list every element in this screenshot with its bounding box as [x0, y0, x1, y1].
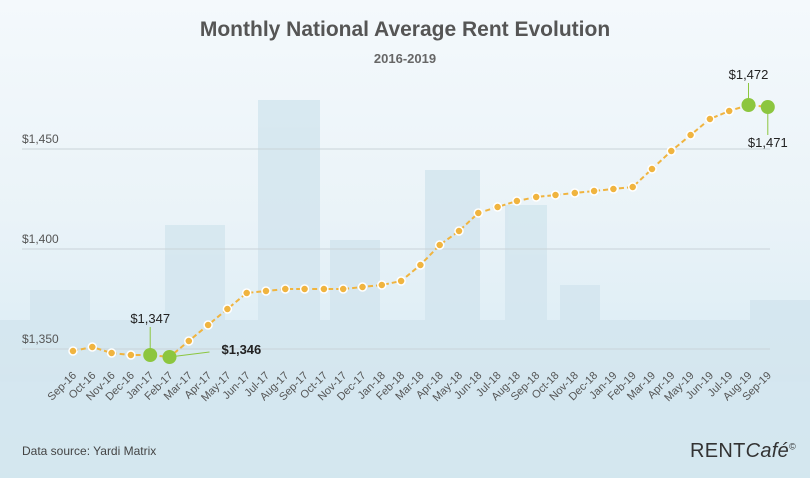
data-point: [608, 184, 619, 194]
highlight-label: $1,347: [130, 311, 170, 326]
rentcafe-logo[interactable]: RENTCafé©: [690, 440, 796, 463]
data-point: [377, 280, 387, 290]
data-point: [261, 286, 271, 296]
data-point: [550, 190, 561, 200]
data-point: [68, 346, 78, 356]
data-point: [184, 336, 194, 346]
data-point: [454, 226, 464, 236]
logo-cafe: Café: [745, 440, 790, 462]
highlight-label: $1,346: [222, 342, 262, 357]
highlight-point: [760, 100, 775, 114]
data-point: [357, 282, 368, 292]
data-point: [319, 284, 329, 294]
data-point: [415, 260, 426, 270]
y-tick-label: $1,450: [22, 132, 59, 146]
data-point: [492, 202, 503, 212]
data-point: [106, 348, 117, 358]
chart-title: Monthly National Average Rent Evolution: [199, 18, 611, 41]
data-point: [627, 182, 638, 192]
highlight-point: [741, 98, 756, 112]
data-point: [724, 106, 734, 116]
data-point: [666, 146, 677, 156]
data-point: [241, 288, 252, 298]
data-point: [396, 276, 406, 286]
logo-rent: RENT: [689, 440, 746, 462]
annotations: $1,347 $1,346 $1,472 $1,471: [130, 67, 788, 364]
data-point: [570, 188, 580, 198]
data-points: [68, 106, 734, 360]
data-point: [512, 196, 522, 206]
chart-subtitle: 2016-2019: [373, 51, 437, 66]
data-point: [434, 240, 445, 250]
data-point: [203, 320, 213, 330]
logo-reg: ©: [789, 441, 796, 452]
data-point: [647, 164, 657, 174]
highlight-point: [143, 348, 158, 362]
highlight-label: $1,471: [748, 135, 788, 150]
data-point: [531, 192, 541, 202]
data-point: [222, 304, 233, 314]
y-tick-label: $1,400: [22, 232, 59, 246]
data-point: [299, 284, 310, 294]
data-source: Data source: Yardi Matrix: [22, 444, 157, 458]
data-point: [589, 186, 599, 196]
y-tick-label: $1,350: [22, 332, 59, 346]
highlight-point: [162, 350, 177, 364]
data-point: [685, 130, 696, 140]
data-point: [705, 114, 715, 124]
data-point: [87, 342, 98, 352]
data-point: [280, 284, 291, 294]
data-point: [126, 350, 136, 360]
data-point: [473, 208, 484, 218]
skyline-background: [0, 100, 810, 478]
y-axis: $1,350 $1,400 $1,450: [22, 132, 59, 346]
data-point: [338, 284, 348, 294]
highlight-label: $1,472: [729, 67, 769, 82]
